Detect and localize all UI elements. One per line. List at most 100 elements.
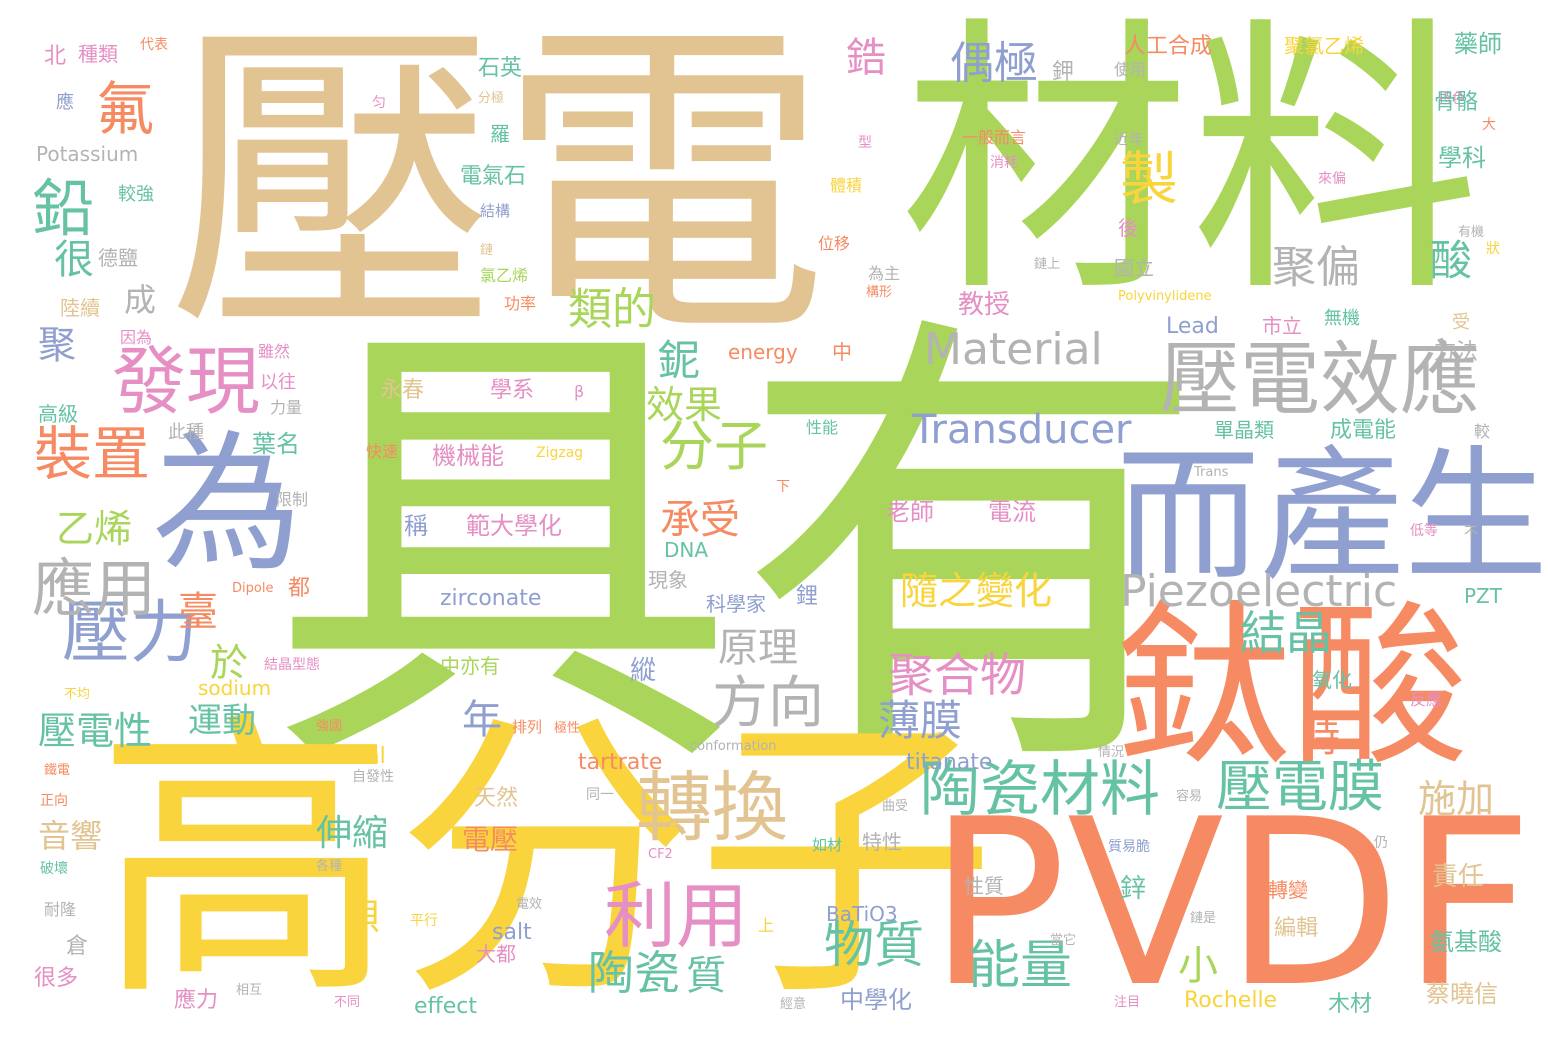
word-人工合成: 人工合成 bbox=[1124, 34, 1213, 59]
word-能量: 能量 bbox=[968, 936, 1073, 996]
word-木材: 木材 bbox=[1328, 992, 1373, 1017]
word-國立: 國立 bbox=[1114, 256, 1154, 280]
word-質: 質 bbox=[686, 953, 726, 999]
word-conformation: conformation bbox=[690, 739, 777, 754]
word-利用: 利用 bbox=[604, 874, 749, 958]
word-體積: 體積 bbox=[830, 176, 863, 195]
word-具有: 具有 bbox=[268, 279, 1208, 826]
word-葉名: 葉名 bbox=[252, 430, 300, 458]
word-鋇: 鋇 bbox=[344, 897, 381, 938]
word-salt: salt bbox=[492, 920, 532, 945]
word-應: 應 bbox=[56, 92, 74, 113]
word-結構: 結構 bbox=[480, 202, 511, 220]
word-鏈: 鏈 bbox=[480, 243, 494, 258]
word-原理: 原理 bbox=[718, 625, 798, 671]
word-骨骼: 骨骼 bbox=[1434, 90, 1479, 115]
word-性質: 性質 bbox=[964, 874, 1004, 898]
word-應力: 應力 bbox=[174, 988, 219, 1013]
word-物質: 物質 bbox=[824, 916, 924, 974]
word-材料: 材料 bbox=[900, 0, 1480, 331]
word-應用: 應用 bbox=[32, 552, 157, 625]
word-不同: 不同 bbox=[334, 995, 361, 1010]
word-狀: 狀 bbox=[1486, 241, 1500, 257]
word-相互: 相互 bbox=[236, 983, 263, 998]
word-功率: 功率 bbox=[504, 294, 537, 313]
word-使用: 使用 bbox=[1114, 60, 1147, 79]
word-仍: 仍 bbox=[1374, 835, 1388, 851]
word-為主: 為主 bbox=[868, 264, 901, 283]
word-效果: 效果 bbox=[646, 383, 723, 427]
word-特性: 特性 bbox=[862, 830, 902, 854]
word-排列: 排列 bbox=[512, 718, 543, 736]
word-責任: 責任 bbox=[1432, 862, 1485, 892]
word-鋰: 鋰 bbox=[796, 584, 819, 609]
word-乙烯: 乙烯 bbox=[56, 507, 133, 551]
word-縱: 縱 bbox=[630, 656, 657, 686]
word-石英: 石英 bbox=[478, 56, 523, 81]
word-耐隆: 耐隆 bbox=[44, 900, 77, 919]
word-以往: 以往 bbox=[260, 372, 296, 393]
word-雖然: 雖然 bbox=[258, 342, 291, 361]
word-限制: 限制 bbox=[276, 490, 309, 509]
word-不: 不 bbox=[1464, 525, 1478, 541]
word-正向: 正向 bbox=[40, 793, 68, 809]
word-高分子: 高分子 bbox=[96, 687, 996, 1036]
word-運動: 運動 bbox=[188, 701, 256, 741]
word-DNA: DNA bbox=[664, 538, 709, 562]
word-編輯: 編輯 bbox=[1274, 916, 1319, 941]
word-受: 受 bbox=[1452, 312, 1470, 333]
word-於: 於 bbox=[210, 641, 249, 685]
word-陸續: 陸續 bbox=[60, 296, 100, 320]
word-氯乙烯: 氯乙烯 bbox=[480, 266, 529, 285]
word-力量: 力量 bbox=[270, 398, 303, 417]
word-鉀: 鉀 bbox=[1052, 60, 1075, 85]
word-破壞: 破壞 bbox=[40, 861, 68, 877]
word-消耗: 消耗 bbox=[990, 155, 1018, 171]
word-很多: 很多 bbox=[34, 966, 79, 991]
word-位移: 位移 bbox=[818, 234, 851, 253]
word-成電能: 成電能 bbox=[1330, 418, 1397, 443]
word-裝置: 裝置 bbox=[34, 420, 151, 488]
word-氟: 氟 bbox=[96, 75, 155, 143]
word-特色: 特色 bbox=[1438, 91, 1466, 107]
word-匀: 匀 bbox=[372, 95, 386, 111]
word-容易: 容易 bbox=[1176, 789, 1203, 804]
word-氨基酸: 氨基酸 bbox=[1430, 928, 1502, 956]
word-蔡曉信: 蔡曉信 bbox=[1426, 980, 1498, 1008]
word-壓力: 壓力 bbox=[62, 594, 199, 673]
word-一般而言: 一般而言 bbox=[962, 128, 1027, 147]
word-壓電膜: 壓電膜 bbox=[1216, 755, 1384, 820]
word-強國: 強國 bbox=[316, 719, 343, 734]
word-無機: 無機 bbox=[1324, 308, 1360, 329]
word-臺: 臺 bbox=[178, 589, 218, 635]
word-sodium: sodium bbox=[198, 676, 272, 700]
word-Lead: Lead bbox=[1166, 314, 1219, 339]
word-鏈上: 鏈上 bbox=[1034, 257, 1061, 272]
word-市立: 市立 bbox=[1262, 314, 1302, 338]
word-情況: 情況 bbox=[1098, 745, 1125, 760]
word-偶極: 偶極 bbox=[950, 38, 1038, 89]
word-年: 年 bbox=[462, 697, 502, 743]
word-如材: 如材 bbox=[812, 836, 843, 854]
word-結晶型態: 結晶型態 bbox=[264, 657, 320, 673]
word-構形: 構形 bbox=[866, 285, 893, 300]
word-titanate: titanate bbox=[906, 750, 993, 775]
word-此種: 此種 bbox=[168, 422, 204, 443]
word-酸: 酸 bbox=[1430, 236, 1473, 285]
word-種類: 種類 bbox=[78, 42, 118, 66]
word-反應: 反應 bbox=[1410, 690, 1443, 709]
word-天然: 天然 bbox=[474, 786, 519, 811]
word-分子: 分子 bbox=[660, 415, 768, 478]
word-PZT: PZT bbox=[1464, 584, 1502, 608]
word-有機: 有機 bbox=[1458, 225, 1485, 240]
word-鈦酸: 鈦酸 bbox=[1116, 585, 1469, 790]
word-類的: 類的 bbox=[568, 284, 656, 335]
word-承受: 承受 bbox=[660, 497, 740, 543]
word-時: 時 bbox=[1300, 715, 1340, 761]
word-羅: 羅 bbox=[490, 122, 510, 146]
word-近年: 近年 bbox=[1114, 130, 1145, 148]
word-而產生: 而產生 bbox=[1116, 432, 1548, 600]
word-永春: 永春 bbox=[380, 378, 425, 403]
word-CF2: CF2 bbox=[648, 847, 673, 862]
word-氧化: 氧化 bbox=[1312, 668, 1352, 692]
